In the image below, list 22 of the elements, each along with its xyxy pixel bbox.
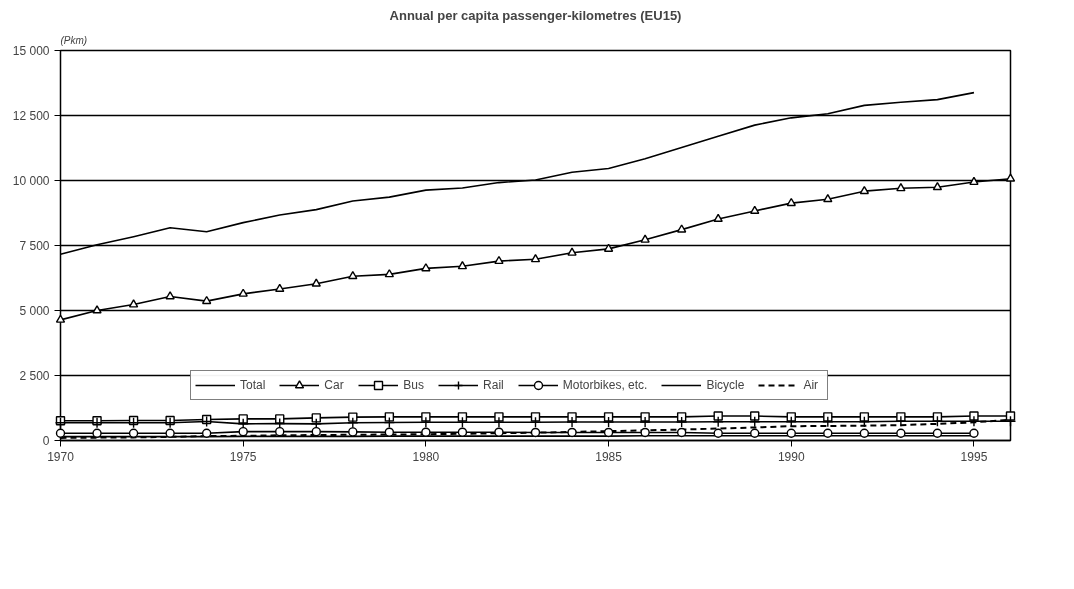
chart-title: Annual per capita passenger-kilometres (EU15) [389,7,682,23]
y-tick-label: 5 000 [19,303,50,318]
x-tick-label: 1990 [777,449,805,464]
y-tick-label: 0 [42,433,50,448]
y-tick-label: 12 500 [12,108,50,123]
x-tick-label: 1995 [960,449,988,464]
x-tick-label: 1980 [412,449,440,464]
y-tick-label: 7 500 [19,238,50,253]
legend-label: Bicycle [706,378,745,392]
legend-label: Air [803,378,820,392]
y-tick-label: 2 500 [19,368,50,383]
legend-label: Total [240,378,266,392]
legend-label: Motorbikes, etc. [562,378,648,392]
y-axis-title: (Pkm) [60,34,88,46]
legend-label: Bus [403,378,425,392]
x-tick-label: 1985 [595,449,623,464]
x-tick-label: 1975 [229,449,257,464]
legend-label: Car [324,378,345,392]
legend-label: Rail [483,378,504,392]
x-tick-label: 1970 [47,449,75,464]
y-tick-label: 15 000 [12,43,50,58]
y-tick-label: 10 000 [12,173,50,188]
